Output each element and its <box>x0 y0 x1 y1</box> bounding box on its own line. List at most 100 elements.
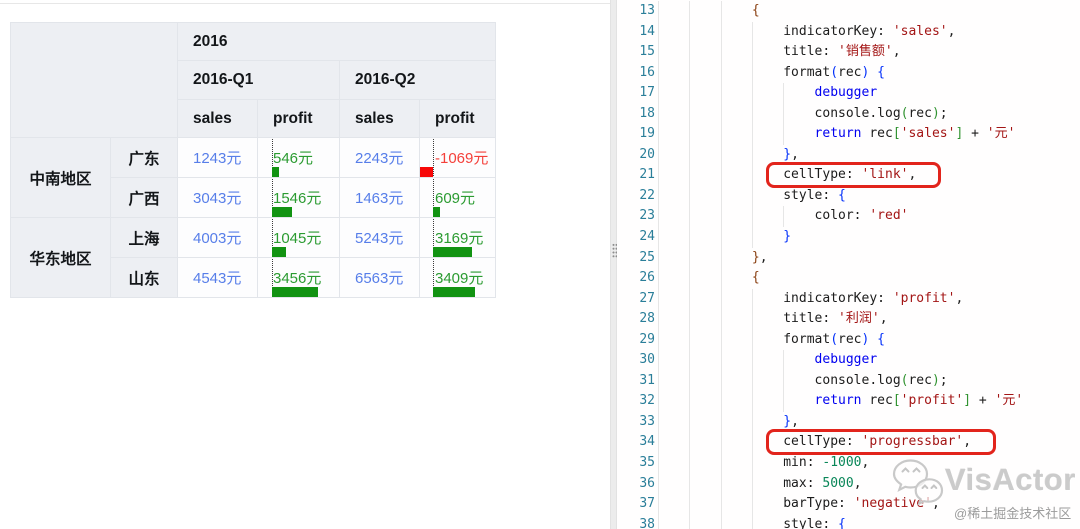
line-number[interactable]: 30 <box>639 352 655 368</box>
line-number[interactable]: 37 <box>639 496 655 512</box>
profit-progress-cell[interactable]: -1069元 <box>419 137 496 178</box>
line-number[interactable]: 18 <box>639 105 655 121</box>
code-token: console.log <box>814 105 901 121</box>
code-token: max: <box>783 475 823 491</box>
line-number[interactable]: 19 <box>639 126 655 142</box>
code-area[interactable]: 13 {14 indicatorKey: 'sales', 15 title: '… <box>617 1 1080 529</box>
line-number[interactable]: 14 <box>639 23 655 39</box>
code-token: 'sales' <box>900 126 956 142</box>
indent-guide <box>689 268 691 289</box>
indent-guide <box>720 411 722 433</box>
sales-link-cell[interactable]: 2243元 <box>339 137 420 178</box>
code-line[interactable]: 18 console.log(rec); <box>617 103 1080 125</box>
line-number[interactable]: 24 <box>639 229 655 245</box>
code-line[interactable]: 36 max: 5000, <box>617 473 1080 495</box>
code-line[interactable]: 31 console.log(rec); <box>617 370 1080 392</box>
line-number[interactable]: 25 <box>639 249 655 265</box>
profit-progress-cell[interactable]: 3456元 <box>257 257 340 298</box>
table-panel: 2016 2016-Q1 2016-Q2 sales profit sales … <box>0 3 611 298</box>
line-number[interactable]: 32 <box>639 393 655 409</box>
code-line[interactable]: 16 format(rec) { <box>617 62 1080 84</box>
drag-handle-icon[interactable] <box>612 243 617 259</box>
profit-progress-cell[interactable]: 546元 <box>257 137 340 178</box>
indent-guide <box>689 165 691 186</box>
code-line[interactable]: 23 color: 'red' <box>617 206 1080 228</box>
city-cell[interactable]: 山东 <box>110 257 178 298</box>
profit-progress-cell[interactable]: 1045元 <box>257 217 340 258</box>
code-line[interactable]: 17 debugger <box>617 83 1080 104</box>
line-number[interactable]: 38 <box>639 516 655 529</box>
code-line-text: cellType: 'link', <box>658 162 1080 189</box>
sales-link-cell[interactable]: 4543元 <box>177 257 258 298</box>
line-number[interactable]: 15 <box>639 44 655 60</box>
profit-progress-cell[interactable]: 609元 <box>419 177 496 218</box>
sales-link-cell[interactable]: 5243元 <box>339 217 420 258</box>
line-number[interactable]: 29 <box>639 331 655 347</box>
line-number[interactable]: 36 <box>639 475 655 491</box>
code-line[interactable]: 28 title: '利润', <box>617 309 1080 330</box>
code-line[interactable]: 25 }, <box>617 247 1080 269</box>
progress-bar <box>432 287 476 297</box>
code-line[interactable]: 38 style: { <box>617 514 1080 529</box>
panel-splitter[interactable] <box>610 0 617 529</box>
code-token: 5000 <box>822 475 854 491</box>
code-line[interactable]: 14 indicatorKey: 'sales', <box>617 21 1080 43</box>
pivot-table[interactable]: 2016 2016-Q1 2016-Q2 sales profit sales … <box>10 22 496 298</box>
line-number[interactable]: 27 <box>639 290 655 306</box>
code-line[interactable]: 13 { <box>617 1 1080 22</box>
code-line[interactable]: 24 } <box>617 227 1080 248</box>
line-number[interactable]: 31 <box>639 372 655 388</box>
code-line[interactable]: 19 return rec['sales'] + '元' <box>617 124 1080 145</box>
line-number[interactable]: 17 <box>639 85 655 101</box>
code-token: , <box>931 496 940 512</box>
code-line[interactable]: 35 min: -1000, <box>617 453 1080 474</box>
code-line[interactable]: 22 style: { <box>617 185 1080 207</box>
code-line[interactable]: 26 { <box>617 268 1080 289</box>
code-line[interactable]: 21 cellType: 'link', <box>617 162 1080 189</box>
city-cell[interactable]: 上海 <box>110 217 178 258</box>
sales-link-cell[interactable]: 6563元 <box>339 257 420 298</box>
region-cell[interactable]: 中南地区 <box>10 137 111 218</box>
line-number[interactable]: 35 <box>639 455 655 471</box>
line-number[interactable]: 20 <box>639 146 655 162</box>
sales-link-cell[interactable]: 4003元 <box>177 217 258 258</box>
line-number[interactable]: 28 <box>639 311 655 327</box>
code-token: , <box>791 146 799 162</box>
sales-link-cell[interactable]: 3043元 <box>177 177 258 218</box>
code-line[interactable]: 27 indicatorKey: 'profit', <box>617 288 1080 310</box>
line-number[interactable]: 33 <box>639 413 655 429</box>
indent-guide <box>720 370 722 392</box>
region-cell[interactable]: 华东地区 <box>10 217 111 298</box>
profit-progress-cell[interactable]: 1546元 <box>257 177 340 218</box>
sales-link-cell[interactable]: 1243元 <box>177 137 258 178</box>
code-line[interactable]: 29 format(rec) { <box>617 329 1080 351</box>
city-cell[interactable]: 广西 <box>110 177 178 218</box>
profit-progress-cell[interactable]: 3169元 <box>419 217 496 258</box>
code-line[interactable]: 32 return rec['profit'] + '元' <box>617 391 1080 412</box>
indent-guide <box>751 350 753 371</box>
code-line[interactable]: 30 debugger <box>617 350 1080 371</box>
indent-guide <box>658 309 659 330</box>
line-number[interactable]: 26 <box>639 270 655 286</box>
line-number[interactable]: 21 <box>639 167 655 183</box>
city-cell[interactable]: 广东 <box>110 137 178 178</box>
indent-guide <box>658 144 659 166</box>
line-number[interactable]: 16 <box>639 64 655 80</box>
code-editor[interactable]: 13 {14 indicatorKey: 'sales', 15 title: '… <box>617 0 1080 529</box>
line-number[interactable]: 22 <box>639 187 655 203</box>
line-number[interactable]: 13 <box>639 3 655 18</box>
code-line[interactable]: 15 title: '销售额', <box>617 42 1080 63</box>
indent-guide <box>658 1 659 22</box>
indent-guide <box>689 514 691 529</box>
zero-axis-line <box>432 178 434 217</box>
code-line[interactable]: 20 }, <box>617 144 1080 166</box>
code-line[interactable]: 34 cellType: 'progressbar', <box>617 429 1080 456</box>
code-line[interactable]: 37 barType: 'negative', <box>617 494 1080 515</box>
wechat-icon <box>889 457 947 514</box>
sales-link-cell[interactable]: 1463元 <box>339 177 420 218</box>
profit-progress-cell[interactable]: 3409元 <box>419 257 496 298</box>
line-number[interactable]: 34 <box>639 434 655 450</box>
code-line-text: max: 5000, <box>658 473 1080 495</box>
line-number[interactable]: 23 <box>639 208 655 224</box>
code-line[interactable]: 33 }, <box>617 411 1080 433</box>
